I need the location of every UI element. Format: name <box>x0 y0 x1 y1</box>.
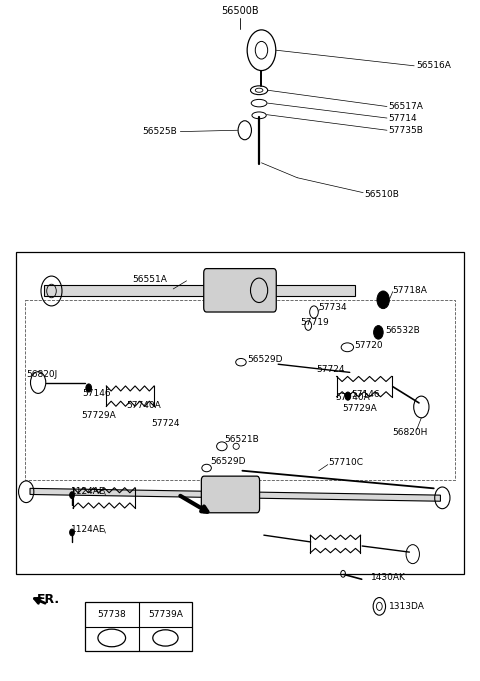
FancyBboxPatch shape <box>201 476 260 513</box>
Text: 56517A: 56517A <box>388 102 423 111</box>
Text: 57718A: 57718A <box>393 286 428 295</box>
Text: FR.: FR. <box>37 593 60 606</box>
Circle shape <box>373 326 383 339</box>
Text: 56820J: 56820J <box>26 370 58 379</box>
Circle shape <box>70 492 74 498</box>
Text: 57714: 57714 <box>388 114 417 123</box>
Polygon shape <box>30 488 441 501</box>
Polygon shape <box>44 285 355 296</box>
Text: 57740A: 57740A <box>336 393 370 402</box>
Text: 57735B: 57735B <box>388 126 423 135</box>
Text: 56529D: 56529D <box>210 458 246 466</box>
Bar <box>85 602 192 651</box>
Text: 57734: 57734 <box>319 304 348 313</box>
Text: 1430AK: 1430AK <box>371 573 406 582</box>
Text: 57146: 57146 <box>83 389 111 398</box>
Text: 56500B: 56500B <box>221 6 259 16</box>
Text: 57729A: 57729A <box>82 411 116 419</box>
Circle shape <box>86 384 92 392</box>
Text: 57720: 57720 <box>355 341 383 351</box>
Text: 57739A: 57739A <box>148 609 183 618</box>
Text: 56516A: 56516A <box>417 61 452 70</box>
Text: 1313DA: 1313DA <box>389 602 425 611</box>
Text: 57724: 57724 <box>152 419 180 428</box>
Circle shape <box>70 529 74 536</box>
Text: 1124AE: 1124AE <box>71 486 105 496</box>
Text: 57738: 57738 <box>97 609 126 618</box>
Circle shape <box>377 291 389 308</box>
Text: 56510B: 56510B <box>364 190 399 199</box>
Text: 57724: 57724 <box>316 365 345 374</box>
Text: 57740A: 57740A <box>126 401 161 410</box>
Text: 56532B: 56532B <box>385 326 420 335</box>
Text: 57710C: 57710C <box>328 458 363 467</box>
Text: 56521B: 56521B <box>225 435 260 444</box>
Circle shape <box>345 392 351 400</box>
Text: 56525B: 56525B <box>142 127 177 136</box>
Text: 56551A: 56551A <box>132 275 168 284</box>
Text: 57719: 57719 <box>300 318 329 328</box>
Text: 56820H: 56820H <box>393 428 428 437</box>
FancyBboxPatch shape <box>204 268 276 312</box>
Text: 56529D: 56529D <box>247 355 283 364</box>
Text: 1124AE: 1124AE <box>71 524 105 533</box>
Text: 57729A: 57729A <box>343 404 377 413</box>
Text: 57146: 57146 <box>351 390 380 399</box>
